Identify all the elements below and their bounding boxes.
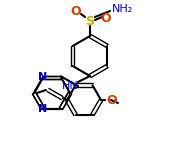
Text: HN: HN xyxy=(62,81,78,91)
Text: O: O xyxy=(106,94,117,106)
Text: NH₂: NH₂ xyxy=(112,4,133,14)
Text: S: S xyxy=(86,14,95,28)
Text: N: N xyxy=(38,72,48,82)
Text: O: O xyxy=(101,11,111,24)
Text: O: O xyxy=(71,5,81,18)
Text: N: N xyxy=(38,104,48,114)
